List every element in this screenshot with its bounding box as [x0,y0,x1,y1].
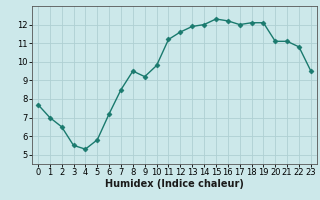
X-axis label: Humidex (Indice chaleur): Humidex (Indice chaleur) [105,179,244,189]
